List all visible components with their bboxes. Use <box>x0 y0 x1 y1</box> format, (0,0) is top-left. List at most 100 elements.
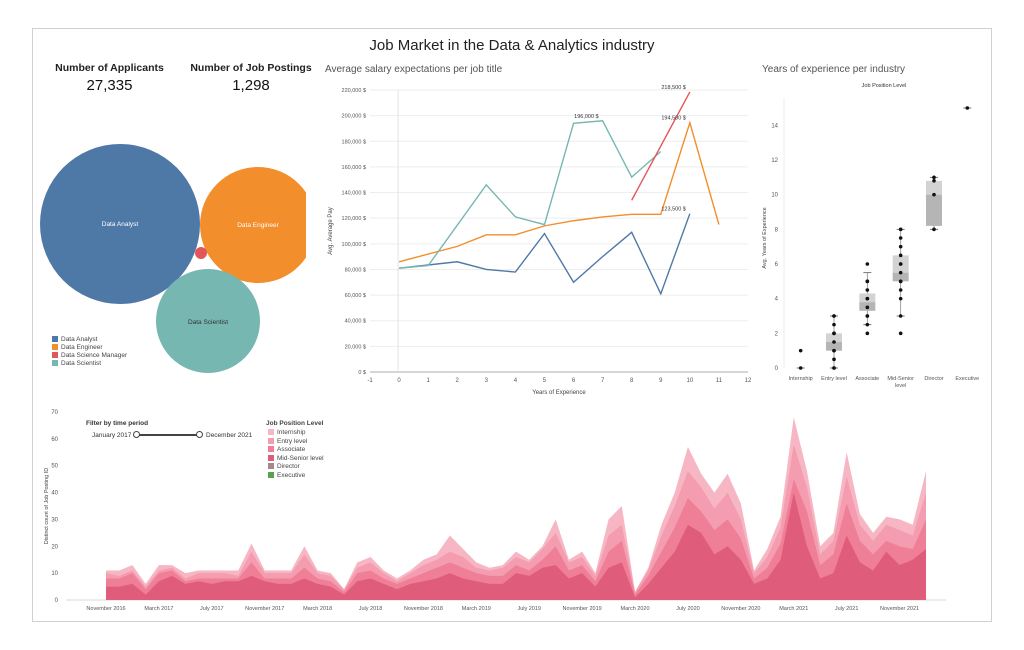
dashboard-frame <box>32 28 992 622</box>
applicants-label: Number of Applicants <box>55 62 164 74</box>
bubble-legend-item[interactable]: Data Engineer <box>52 344 103 351</box>
time-slider-end-handle[interactable] <box>196 431 203 438</box>
data-point <box>932 192 936 197</box>
data-point <box>865 296 870 301</box>
x-tick-label: November 2017 <box>245 606 284 612</box>
bubble-label-analyst: Data Analyst <box>102 221 139 228</box>
data-point <box>865 305 870 310</box>
legend-swatch <box>268 446 274 453</box>
area-legend-item[interactable]: Director <box>268 463 300 470</box>
bubble-data-science-manager[interactable] <box>195 247 207 259</box>
box-plot-chart: Job Position Level 0 2 4 6 8 10 12 14 Avg. Years … <box>762 83 979 389</box>
x-tick-label: 3 <box>485 378 489 384</box>
time-slider-track[interactable] <box>136 434 200 436</box>
data-point <box>865 288 870 292</box>
y-tick-label: 12 <box>771 158 778 164</box>
bubble-data-analyst[interactable] <box>40 144 200 304</box>
y-tick-label: 140,000 $ <box>342 191 366 197</box>
legend-swatch <box>52 336 58 343</box>
data-point <box>898 262 903 266</box>
bubble-data-scientist[interactable] <box>156 269 260 373</box>
filter-start: January 2017 <box>92 432 132 439</box>
area-legend-item[interactable]: Internship <box>268 429 306 436</box>
y-tick-label: 40,000 $ <box>345 319 366 325</box>
data-point <box>832 340 836 344</box>
y-tick-label: 60 <box>51 437 58 443</box>
data-point <box>865 322 870 327</box>
x-tick-label: July 2019 <box>517 606 541 612</box>
y-tick-label: 0 $ <box>358 370 366 376</box>
data-point <box>898 288 903 292</box>
bubble-chart: Data Analyst Data Engineer Data Scientis… <box>40 144 306 373</box>
y-axis-label: Avg. Average Pay <box>328 207 334 254</box>
filter-end: December 2021 <box>206 432 253 439</box>
data-point <box>898 296 903 301</box>
y-tick-label: 160,000 $ <box>342 165 366 171</box>
legend-swatch <box>52 344 58 351</box>
line-chart-title: Average salary expectations per job titl… <box>325 64 503 75</box>
area-legend-item[interactable]: Mid-Senior level <box>268 455 324 462</box>
legend-label: Mid-Senior level <box>277 454 324 462</box>
x-tick-label: 4 <box>514 378 518 384</box>
data-point <box>798 348 803 353</box>
y-tick-label: 10 <box>771 193 778 199</box>
x-tick-label: November 2016 <box>86 606 125 612</box>
legend-label: Associate <box>277 446 306 453</box>
data-point <box>832 348 836 353</box>
y-axis-label: Avg. Years of Experience <box>762 207 768 268</box>
legend-swatch <box>268 429 274 436</box>
area-legend-item[interactable]: Executive <box>268 472 305 479</box>
box-upper <box>926 180 942 195</box>
time-slider-start-handle[interactable] <box>133 431 140 438</box>
x-tick-label: 5 <box>543 378 547 384</box>
bubble-legend-item[interactable]: Data Analyst <box>52 336 98 343</box>
x-tick-label: 10 <box>687 378 694 384</box>
data-point <box>898 244 903 249</box>
x-tick-label: November 2021 <box>880 606 919 612</box>
data-point <box>898 253 903 258</box>
area-series <box>106 492 926 600</box>
series-line <box>631 91 691 201</box>
y-tick-label: 4 <box>775 297 779 303</box>
x-tick-label: 9 <box>659 378 663 384</box>
area-legend-item[interactable]: Entry level <box>268 438 307 445</box>
category-label: Associate <box>855 376 879 382</box>
bubble-legend-item[interactable]: Data Science Manager <box>52 352 127 359</box>
x-axis-label: Years of Experience <box>532 390 586 396</box>
x-tick-label: March 2017 <box>144 606 173 612</box>
legend-label: Data Analyst <box>61 336 98 343</box>
area-legend-item[interactable]: Associate <box>268 446 305 453</box>
y-tick-label: 30 <box>51 517 58 523</box>
data-point <box>832 331 836 336</box>
x-tick-label: 12 <box>745 378 752 384</box>
data-point <box>965 106 970 110</box>
data-point <box>832 314 836 318</box>
filter-label: Filter by time period <box>86 420 149 427</box>
legend-swatch <box>268 454 274 461</box>
y-tick-label: 2 <box>775 331 779 337</box>
y-tick-label: 6 <box>775 262 779 268</box>
legend-swatch <box>268 471 274 478</box>
data-point <box>898 279 903 284</box>
y-tick-label: 20 <box>51 544 58 550</box>
y-tick-label: 0 <box>775 366 779 372</box>
x-tick-label: March 2019 <box>462 606 491 612</box>
category-label: Mid-Senior <box>887 376 914 382</box>
y-tick-label: 10 <box>51 571 58 577</box>
x-tick-label: 1 <box>426 378 430 384</box>
data-point <box>865 314 870 318</box>
bubble-data-engineer[interactable] <box>200 167 306 283</box>
y-tick-label: 70 <box>51 410 58 416</box>
category-label: Executive <box>955 376 979 382</box>
x-tick-label: 11 <box>716 378 723 384</box>
x-tick-label: 0 <box>397 378 401 384</box>
x-tick-label: November 2019 <box>563 606 602 612</box>
postings-value: 1,298 <box>232 77 270 94</box>
x-tick-label: 6 <box>572 378 576 384</box>
box-lower <box>926 194 942 226</box>
data-point <box>865 262 870 266</box>
bubble-legend-item[interactable]: Data Scientist <box>52 360 101 367</box>
legend-label: Data Science Manager <box>61 352 128 359</box>
y-tick-label: 60,000 $ <box>345 293 366 299</box>
